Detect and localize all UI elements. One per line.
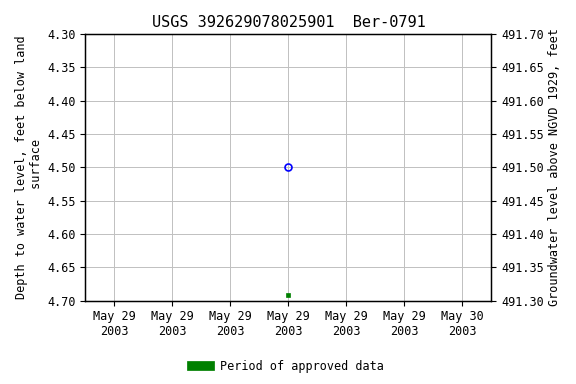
Y-axis label: Groundwater level above NGVD 1929, feet: Groundwater level above NGVD 1929, feet [548,28,561,306]
Title: USGS 392629078025901  Ber-0791: USGS 392629078025901 Ber-0791 [151,15,425,30]
Legend: Period of approved data: Period of approved data [188,356,388,378]
Y-axis label: Depth to water level, feet below land
 surface: Depth to water level, feet below land su… [15,35,43,299]
